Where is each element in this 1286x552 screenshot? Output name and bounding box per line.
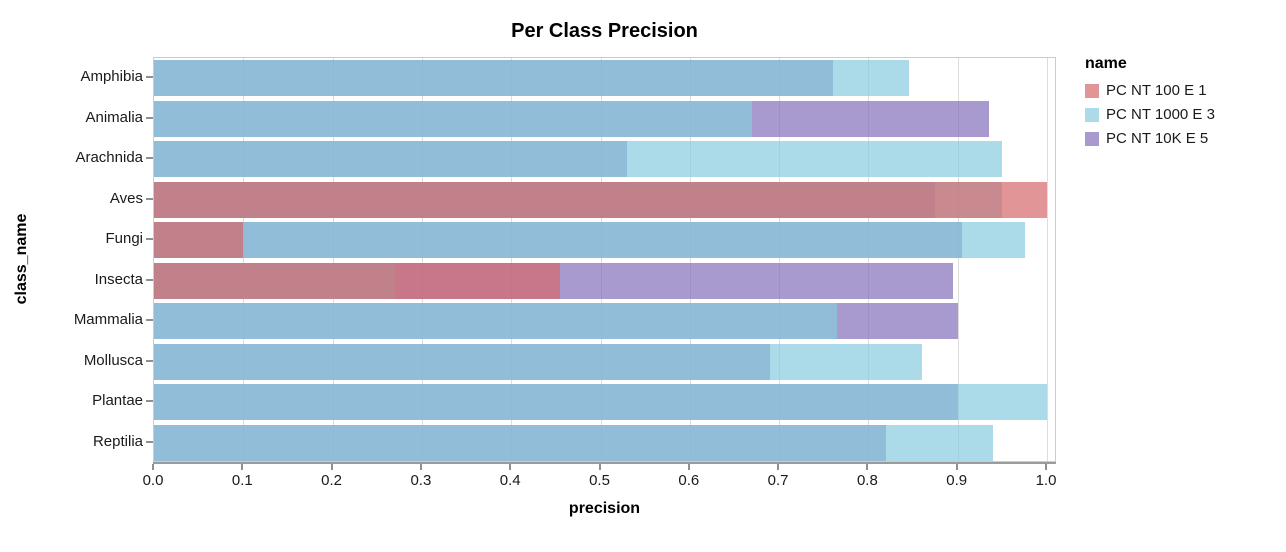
y-tick <box>146 278 153 281</box>
y-tick <box>146 319 153 322</box>
legend-entry: PC NT 10K E 5 <box>1085 130 1275 147</box>
bar-fungi-pc-nt-1000-e-3 <box>154 222 1025 259</box>
grid-line <box>1047 58 1048 461</box>
bar-aves-pc-nt-100-e-1 <box>154 181 1047 218</box>
x-tick-label: 1.0 <box>1035 472 1057 489</box>
legend-title: name <box>1085 55 1127 72</box>
grid-line <box>868 58 870 461</box>
grid-line <box>957 58 959 461</box>
bar-plantae-pc-nt-1000-e-3 <box>154 384 1047 421</box>
x-tick-label: 0.8 <box>856 472 878 489</box>
bar-amphibia-pc-nt-1000-e-3 <box>154 60 909 97</box>
legend-label: PC NT 100 E 1 <box>1106 82 1207 99</box>
x-tick-label: 0.5 <box>589 472 610 489</box>
bar-animalia-pc-nt-1000-e-3 <box>154 100 753 137</box>
y-category-label: Plantae <box>92 392 143 410</box>
x-tick-label: 0.4 <box>499 472 521 489</box>
bar-mammalia-pc-nt-1000-e-3 <box>154 303 838 340</box>
x-tick <box>1045 464 1047 470</box>
x-tick-label: 0.0 <box>142 472 164 489</box>
legend-entry: PC NT 100 E 1 <box>1085 82 1275 99</box>
bar-fungi-pc-nt-100-e-1 <box>154 222 244 259</box>
y-tick <box>146 400 153 403</box>
x-tick-label: 0.6 <box>678 472 700 489</box>
legend-label: PC NT 10K E 5 <box>1106 130 1209 147</box>
legend-swatch-icon <box>1085 107 1099 122</box>
legend-entry: PC NT 1000 E 3 <box>1085 106 1275 123</box>
plot-area <box>153 57 1056 462</box>
y-tick <box>146 440 153 443</box>
x-tick <box>330 464 333 470</box>
x-tick <box>866 464 869 470</box>
legend: name PC NT 100 E 1 PC NT 1000 E 3 PC NT 10… <box>1085 55 1275 154</box>
y-category-label: Mammalia <box>73 311 143 329</box>
grid-line <box>243 58 245 461</box>
y-axis-title: class_name <box>13 213 30 305</box>
x-tick-label: 0.9 <box>946 472 968 489</box>
bar-arachnida-pc-nt-1000-e-3 <box>154 141 1003 178</box>
grid-line <box>511 58 513 461</box>
grid-line <box>779 58 781 461</box>
x-tick <box>777 464 780 470</box>
x-tick <box>152 464 154 470</box>
x-axis-title: precision <box>568 500 641 517</box>
bar-insecta-pc-nt-100-e-1 <box>154 262 561 299</box>
x-tick <box>241 464 244 470</box>
x-tick <box>598 464 601 470</box>
x-tick-label: 0.3 <box>410 472 432 489</box>
y-category-label: Insecta <box>94 270 143 288</box>
y-tick <box>146 197 153 200</box>
legend-swatch-icon <box>1085 131 1099 146</box>
y-category-label: Animalia <box>85 108 143 126</box>
x-tick-label: 0.1 <box>231 472 253 489</box>
y-tick <box>146 157 153 160</box>
x-tick <box>419 464 422 470</box>
y-tick <box>146 116 153 119</box>
x-tick-label: 0.2 <box>321 472 343 489</box>
grid-line <box>421 58 423 461</box>
x-tick <box>687 464 690 470</box>
y-tick <box>146 76 153 79</box>
y-tick <box>146 238 153 241</box>
x-axis-line <box>153 462 1056 464</box>
bar-reptilia-pc-nt-1000-e-3 <box>154 424 994 461</box>
grid-line <box>600 58 602 461</box>
legend-label: PC NT 1000 E 3 <box>1106 106 1215 123</box>
y-category-label: Arachnida <box>75 149 143 167</box>
bar-mollusca-pc-nt-1000-e-3 <box>154 343 922 380</box>
grid-line <box>689 58 691 461</box>
legend-entries: PC NT 100 E 1 PC NT 1000 E 3 PC NT 10K E 5 <box>1085 82 1275 147</box>
y-category-label: Mollusca <box>83 351 143 369</box>
x-tick-label: 0.7 <box>767 472 789 489</box>
grid-line <box>332 58 334 461</box>
chart-title: Per Class Precision <box>511 20 698 42</box>
y-category-label: Reptilia <box>92 432 143 450</box>
y-category-label: Fungi <box>105 230 143 248</box>
x-tick <box>955 464 958 470</box>
legend-swatch-icon <box>1085 83 1099 98</box>
y-category-label: Amphibia <box>80 68 143 86</box>
y-category-label: Aves <box>109 189 143 207</box>
x-tick <box>509 464 512 470</box>
y-tick <box>146 359 153 362</box>
